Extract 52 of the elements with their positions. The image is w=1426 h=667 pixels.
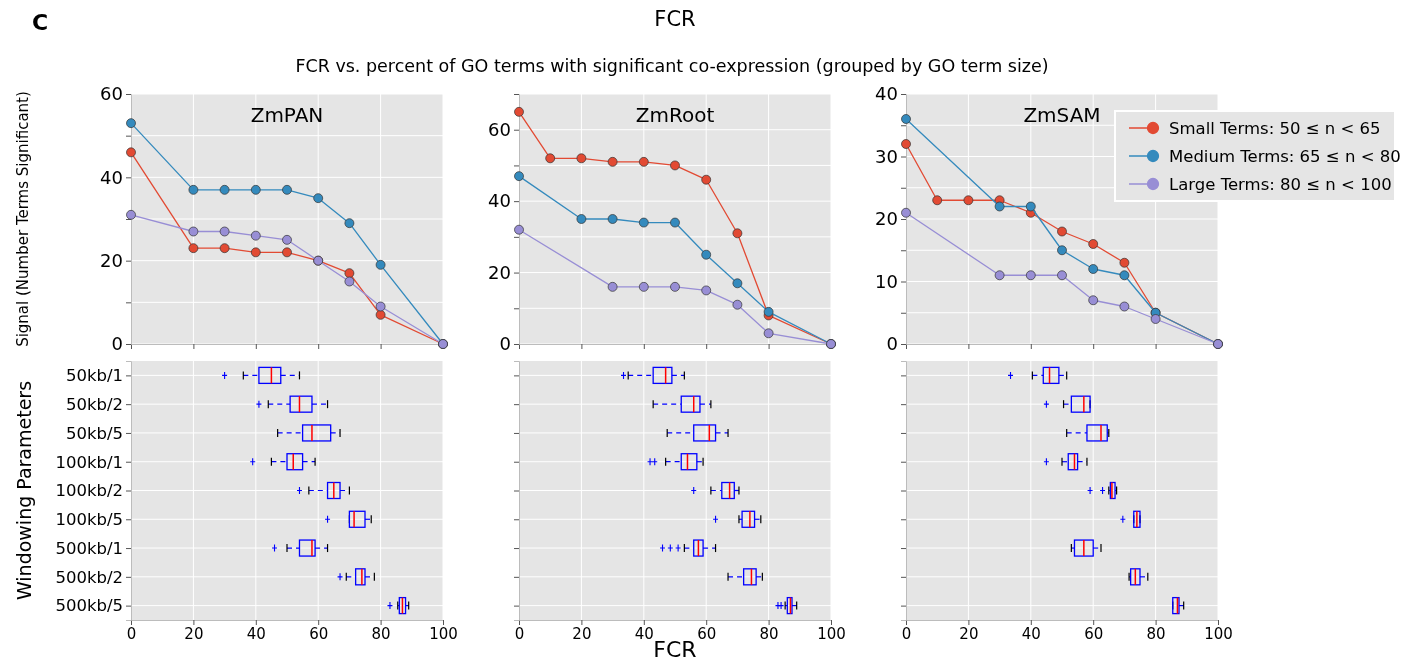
x-tick-label: 80 — [1146, 624, 1166, 643]
x-tick-label: 80 — [759, 624, 779, 643]
y-tick-label: 20 — [875, 208, 898, 230]
y-tick-label: 10 — [875, 270, 898, 292]
legend-label: Medium Terms: 65 ≤ n < 80 — [1169, 147, 1401, 166]
x-tick-label: 40 — [634, 624, 654, 643]
y-tick-label: 100kb/1 — [55, 452, 123, 472]
y-tick-label: 40 — [875, 83, 898, 105]
x-tick-label: 20 — [572, 624, 592, 643]
y-axis-title: Windowing Parameters — [13, 380, 35, 601]
x-axis-title: FCR — [653, 637, 697, 662]
y-tick-label: 20 — [488, 261, 511, 283]
y-tick-label: 60 — [488, 118, 511, 140]
x-tick-label: 0 — [514, 624, 525, 643]
text: C — [31, 10, 49, 35]
y-tick-label: 0 — [886, 333, 898, 355]
y-tick-label: 0 — [111, 333, 123, 355]
y-tick-label: 100kb/2 — [55, 481, 123, 501]
y-tick-label: 50kb/1 — [65, 366, 123, 386]
y-tick-label: 0 — [499, 333, 511, 355]
y-tick-label: 50kb/5 — [65, 423, 123, 443]
x-tick-label: 60 — [309, 624, 329, 643]
y-tick-label: 30 — [875, 145, 898, 167]
x-tick-label: 100 — [817, 624, 846, 643]
text: FCR vs. percent of GO terms with significant co-expression (grouped by GO term size) — [295, 56, 1049, 76]
text: FCR — [654, 7, 696, 31]
x-tick-label: 20 — [959, 624, 979, 643]
x-tick-label: 60 — [697, 624, 717, 643]
y-axis-title: Signal (Number Terms Significant) — [14, 91, 32, 347]
x-tick-label: 0 — [901, 624, 912, 643]
y-tick-label: 60 — [100, 83, 123, 105]
text: ZmPAN — [250, 103, 324, 127]
text: ZmRoot — [635, 103, 715, 127]
x-tick-label: 100 — [1204, 624, 1233, 643]
y-tick-label: 40 — [488, 190, 511, 212]
x-tick-label: 0 — [126, 624, 137, 643]
x-tick-label: 80 — [371, 624, 391, 643]
y-tick-label: 20 — [100, 249, 123, 271]
x-tick-label: 40 — [246, 624, 266, 643]
x-tick-label: 60 — [1084, 624, 1104, 643]
x-tick-label: 100 — [429, 624, 458, 643]
text: ZmSAM — [1023, 103, 1101, 127]
legend-label: Small Terms: 50 ≤ n < 65 — [1169, 119, 1381, 138]
y-tick-label: 40 — [100, 166, 123, 188]
x-tick-label: 20 — [184, 624, 204, 643]
y-tick-label: 500kb/1 — [55, 538, 123, 558]
y-tick-label: 50kb/2 — [65, 394, 123, 414]
y-tick-label: 500kb/2 — [55, 567, 123, 587]
y-tick-label: 100kb/5 — [55, 510, 123, 530]
legend-label: Large Terms: 80 ≤ n < 100 — [1169, 175, 1392, 194]
x-tick-label: 40 — [1021, 624, 1041, 643]
y-tick-label: 500kb/5 — [55, 596, 123, 616]
